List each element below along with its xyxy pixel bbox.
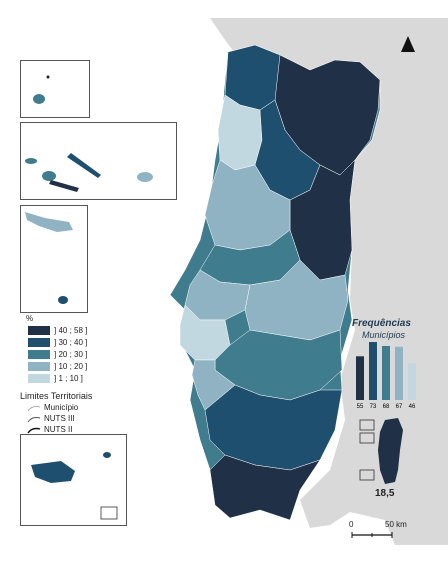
- frequency-bar: [369, 342, 377, 400]
- legend-class-4: ] 10 ; 20 ]: [28, 361, 87, 371]
- legend-swatch: [28, 349, 50, 359]
- inset-madeira: [20, 434, 127, 526]
- inset-sao-miguel: [20, 205, 88, 313]
- limit-label: NUTS III: [44, 414, 75, 423]
- legend-unit: %: [26, 314, 34, 323]
- region-alentejo-north: [244, 259, 349, 341]
- scale-bar: [351, 532, 393, 538]
- frequency-bar-label: 55: [357, 404, 364, 410]
- legend-class-1: ] 40 ; 58 ]: [28, 325, 87, 335]
- legend-swatch: [28, 373, 50, 383]
- scale-label-zero: 0: [349, 520, 354, 529]
- frequency-bar-label: 73: [370, 404, 377, 410]
- legend-swatch: [28, 337, 50, 347]
- frequency-bar: [395, 346, 403, 400]
- nuts3-line-icon: [27, 416, 41, 422]
- inset-corvo-flores: [20, 60, 90, 118]
- scale-label-end: 50 km: [385, 520, 407, 529]
- frequency-bar-label: 67: [396, 404, 403, 410]
- frequency-bar: [382, 345, 390, 400]
- frequency-bar: [356, 356, 364, 400]
- region-algarve: [209, 454, 321, 521]
- mini-inset-3: [359, 469, 375, 481]
- nuts2-line-icon: [27, 427, 41, 433]
- north-arrow-icon: [401, 36, 415, 52]
- legend-swatch: [28, 361, 50, 371]
- island-madeira: [31, 452, 118, 520]
- legend-label: ] 1 ; 10 ]: [54, 373, 83, 383]
- limit-nuts2: NUTS II: [27, 425, 72, 434]
- island-group-central: [25, 153, 153, 192]
- limits-title: Limites Territoriais: [20, 391, 93, 401]
- frequency-bar-label: 68: [383, 404, 390, 410]
- frequency-bar-label: 46: [409, 404, 416, 410]
- frequencies-title: Frequências: [352, 318, 411, 329]
- legend-swatch: [28, 325, 50, 335]
- frequency-bars: 55 73 68 67 46: [356, 342, 416, 410]
- national-mini-map: [378, 418, 403, 484]
- limit-municipio: Município: [27, 403, 78, 412]
- legend-class-3: ] 20 ; 30 ]: [28, 349, 87, 359]
- island-sao-miguel: [25, 212, 73, 304]
- spain-landmass: [210, 18, 448, 545]
- mini-inset-2: [359, 432, 375, 444]
- limit-nuts3: NUTS III: [27, 414, 75, 423]
- municipio-line-icon: [27, 405, 41, 411]
- inset-central-azores: [20, 122, 177, 200]
- limit-label: Município: [44, 403, 79, 412]
- legend-label: ] 20 ; 30 ]: [54, 349, 88, 359]
- legend-label: ] 10 ; 20 ]: [54, 361, 88, 371]
- national-value: 18,5: [375, 488, 395, 499]
- frequencies-subtitle: Municípios: [362, 330, 406, 340]
- island-flores: [33, 75, 50, 104]
- legend-label: ] 30 ; 40 ]: [54, 337, 88, 347]
- mini-inset-1: [359, 419, 375, 431]
- region-alentejo-litoral: [191, 359, 236, 411]
- legend-label: ] 40 ; 58 ]: [54, 325, 88, 335]
- legend-class-5: ] 1 ; 10 ]: [28, 373, 83, 383]
- legend-class-2: ] 30 ; 40 ]: [28, 337, 87, 347]
- limit-label: NUTS II: [44, 425, 73, 434]
- frequency-bar: [408, 363, 416, 400]
